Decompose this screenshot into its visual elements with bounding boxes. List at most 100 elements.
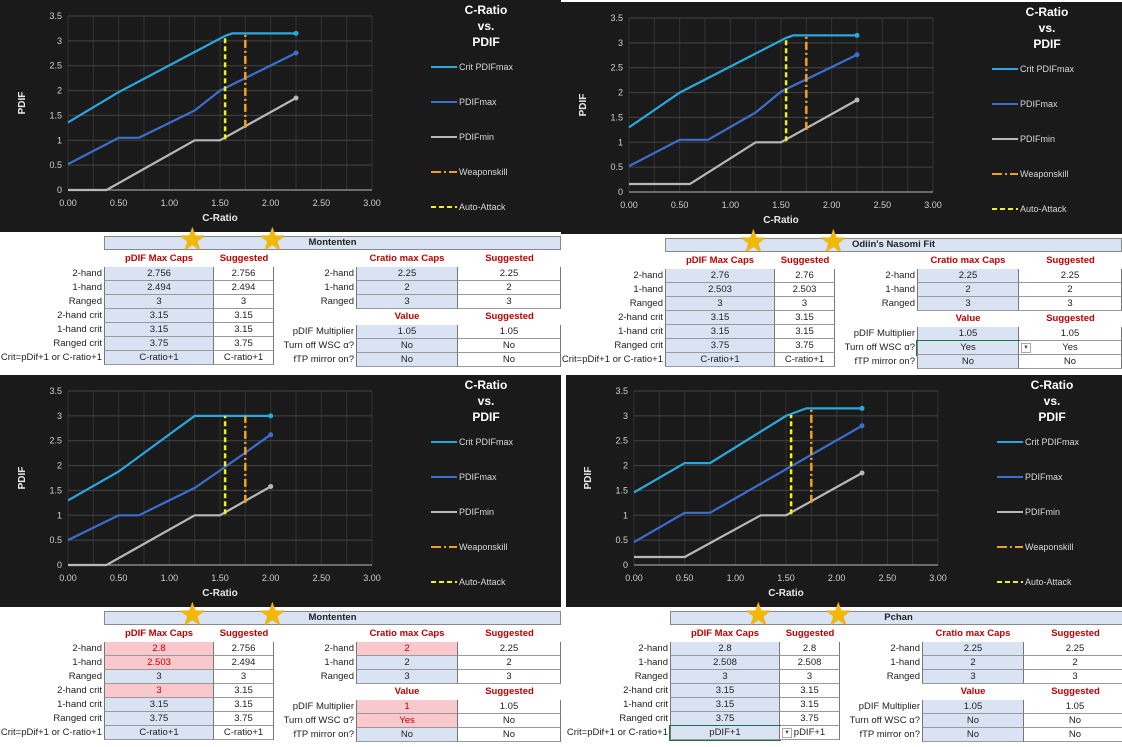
value-input[interactable]: Yes (356, 714, 458, 728)
star-icon: ★ (258, 596, 287, 632)
legend-swatch-crit-pdifmax (431, 66, 457, 68)
pdif-cap-suggested: 3.15 (214, 323, 274, 337)
pdif-cap-input[interactable]: 3 (104, 684, 214, 698)
y-tick-label: 3 (618, 38, 623, 48)
y-tick-label: 1.5 (49, 485, 62, 495)
cratio-cap-input[interactable]: 2 (922, 656, 1024, 670)
settings-table: Odiin's Nasomi Fit ★ ★ pDIF Max Caps Suggest… (561, 225, 1122, 374)
value-input[interactable]: 1.05 (917, 327, 1019, 341)
cratio-caps-header: Cratio max Caps (369, 628, 445, 639)
cratio-cap-input[interactable]: 2.25 (356, 267, 458, 281)
value-header: Value (394, 311, 420, 322)
series-marker-pdifmin (268, 483, 274, 489)
x-tick-label: 2.00 (828, 573, 846, 583)
pdif-cap-input[interactable]: 2.756 (104, 267, 214, 281)
value-input[interactable]: No (356, 353, 458, 367)
cratio-cap-input[interactable]: 2.25 (917, 269, 1019, 283)
row-label: pDIF Multiplier (292, 701, 354, 712)
value-input[interactable]: Yes (916, 340, 1020, 356)
pdif-cap-input[interactable]: 3.15 (104, 698, 214, 712)
x-tick-label: 2.50 (879, 573, 897, 583)
pdif-cap-input[interactable]: 2.8 (104, 642, 214, 656)
legend-item-crit-pdifmax: Crit PDIFmax (431, 62, 513, 72)
value-input[interactable]: No (922, 728, 1024, 742)
y-tick-label: 0 (57, 185, 62, 195)
row-label: 2-hand (324, 643, 354, 654)
pdif-cap-input[interactable]: 3.15 (670, 698, 780, 712)
legend-item-pdifmax: PDIFmax (992, 99, 1058, 109)
cratio-cap-suggested: 2 (458, 656, 561, 670)
dropdown-arrow-icon[interactable]: ▼ (1021, 343, 1031, 353)
row-label: 1-hand (638, 657, 668, 668)
dropdown-arrow-icon[interactable]: ▼ (782, 728, 792, 738)
value-input[interactable]: No (356, 339, 458, 353)
star-icon: ★ (819, 223, 848, 259)
pdif-cap-suggested: 3.75 (214, 712, 274, 726)
row-label: 1-hand (72, 657, 102, 668)
series-marker-crit-pdifmax (854, 32, 860, 38)
pdif-cap-input[interactable]: 3.75 (104, 712, 214, 726)
pdif-cap-suggested: 3.75 (775, 339, 835, 353)
pdif-cap-input[interactable]: 3.15 (670, 684, 780, 698)
cratio-cap-input[interactable]: 3 (356, 295, 458, 309)
pdif-cap-input[interactable]: 2.76 (665, 269, 775, 283)
cratio-cap-input[interactable]: 2 (356, 656, 458, 670)
value-suggested: No (1019, 355, 1122, 369)
pdif-cap-input[interactable]: C-ratio+1 (104, 726, 214, 740)
cratio-cap-input[interactable]: 2.25 (922, 642, 1024, 656)
y-axis-label: PDIF (583, 467, 594, 490)
pdif-cap-input[interactable]: 2.494 (104, 281, 214, 295)
pdif-cap-input[interactable]: 3.15 (104, 323, 214, 337)
legend-swatch-pdifmin (431, 136, 457, 138)
pdif-cap-suggested: 3.15 (780, 684, 840, 698)
cratio-cap-input[interactable]: 2 (356, 281, 458, 295)
pdif-cap-input[interactable]: pDIF+1 (669, 725, 781, 741)
pdif-cap-input[interactable]: 3.15 (665, 311, 775, 325)
pdif-cap-input[interactable]: C-ratio+1 (104, 351, 214, 365)
pdif-cap-input[interactable]: 3 (665, 297, 775, 311)
value-input[interactable]: 1.05 (922, 700, 1024, 714)
pdif-cap-input[interactable]: 3.75 (670, 712, 780, 726)
pdif-cap-input[interactable]: 3 (670, 670, 780, 684)
pdif-cap-input[interactable]: 2.8 (670, 642, 780, 656)
cratio-cap-input[interactable]: 3 (356, 670, 458, 684)
pdif-cap-suggested: 2.508 (780, 656, 840, 670)
value-input[interactable]: No (922, 714, 1024, 728)
pdif-cap-input[interactable]: 2.508 (670, 656, 780, 670)
value-header: Value (960, 686, 986, 697)
panel: 0 0.5 1 1.5 2 2.5 3 3.5 0.00 0.50 1.00 1.50 2.00 2.50… (566, 375, 1122, 747)
value-input[interactable]: No (356, 728, 458, 742)
value-input[interactable]: 1.05 (356, 325, 458, 339)
x-axis-label: C-Ratio (763, 215, 799, 226)
series-marker-crit-pdifmax (859, 405, 865, 411)
pdif-cap-suggested: 2.8 (780, 642, 840, 656)
pdif-cap-input[interactable]: 3 (104, 295, 214, 309)
value-input[interactable]: No (917, 355, 1019, 369)
x-tick-label: 0.50 (671, 200, 689, 210)
pdif-cap-input[interactable]: 3.15 (104, 309, 214, 323)
value-input[interactable]: 1 (356, 700, 458, 714)
pdif-cap-input[interactable]: 3.75 (104, 337, 214, 351)
profile-name: Montenten (308, 237, 357, 248)
pdif-cap-input[interactable]: 3.15 (665, 325, 775, 339)
cratio-cap-input[interactable]: 2 (356, 642, 458, 656)
value-suggested: 1.05 (458, 325, 561, 339)
legend-label: PDIFmax (1025, 472, 1063, 482)
panel: 0 0.5 1 1.5 2 2.5 3 3.5 0.00 0.50 1.00 1.50 2.00 2.50… (0, 375, 561, 747)
pdif-cap-input[interactable]: 3 (104, 670, 214, 684)
value-suggested: No (1024, 728, 1122, 742)
pdif-cap-suggested: 3.15 (214, 309, 274, 323)
pdif-cap-input[interactable]: 2.503 (104, 656, 214, 670)
series-line-crit-pdifmax (67, 32, 296, 124)
pdif-cap-input[interactable]: 3.75 (665, 339, 775, 353)
chart-title: C-Ratio vs. PDIF (977, 377, 1122, 425)
cratio-cap-input[interactable]: 2 (917, 283, 1019, 297)
cratio-cap-input[interactable]: 3 (922, 670, 1024, 684)
pdif-cap-input[interactable]: C-ratio+1 (665, 353, 775, 367)
row-label: 2-hand (890, 643, 920, 654)
chart-title: C-Ratio vs. PDIF (411, 2, 561, 50)
pdif-cap-input[interactable]: 2.503 (665, 283, 775, 297)
cratio-cap-suggested: 2 (458, 281, 561, 295)
cratio-cap-input[interactable]: 3 (917, 297, 1019, 311)
star-icon: ★ (258, 221, 287, 257)
